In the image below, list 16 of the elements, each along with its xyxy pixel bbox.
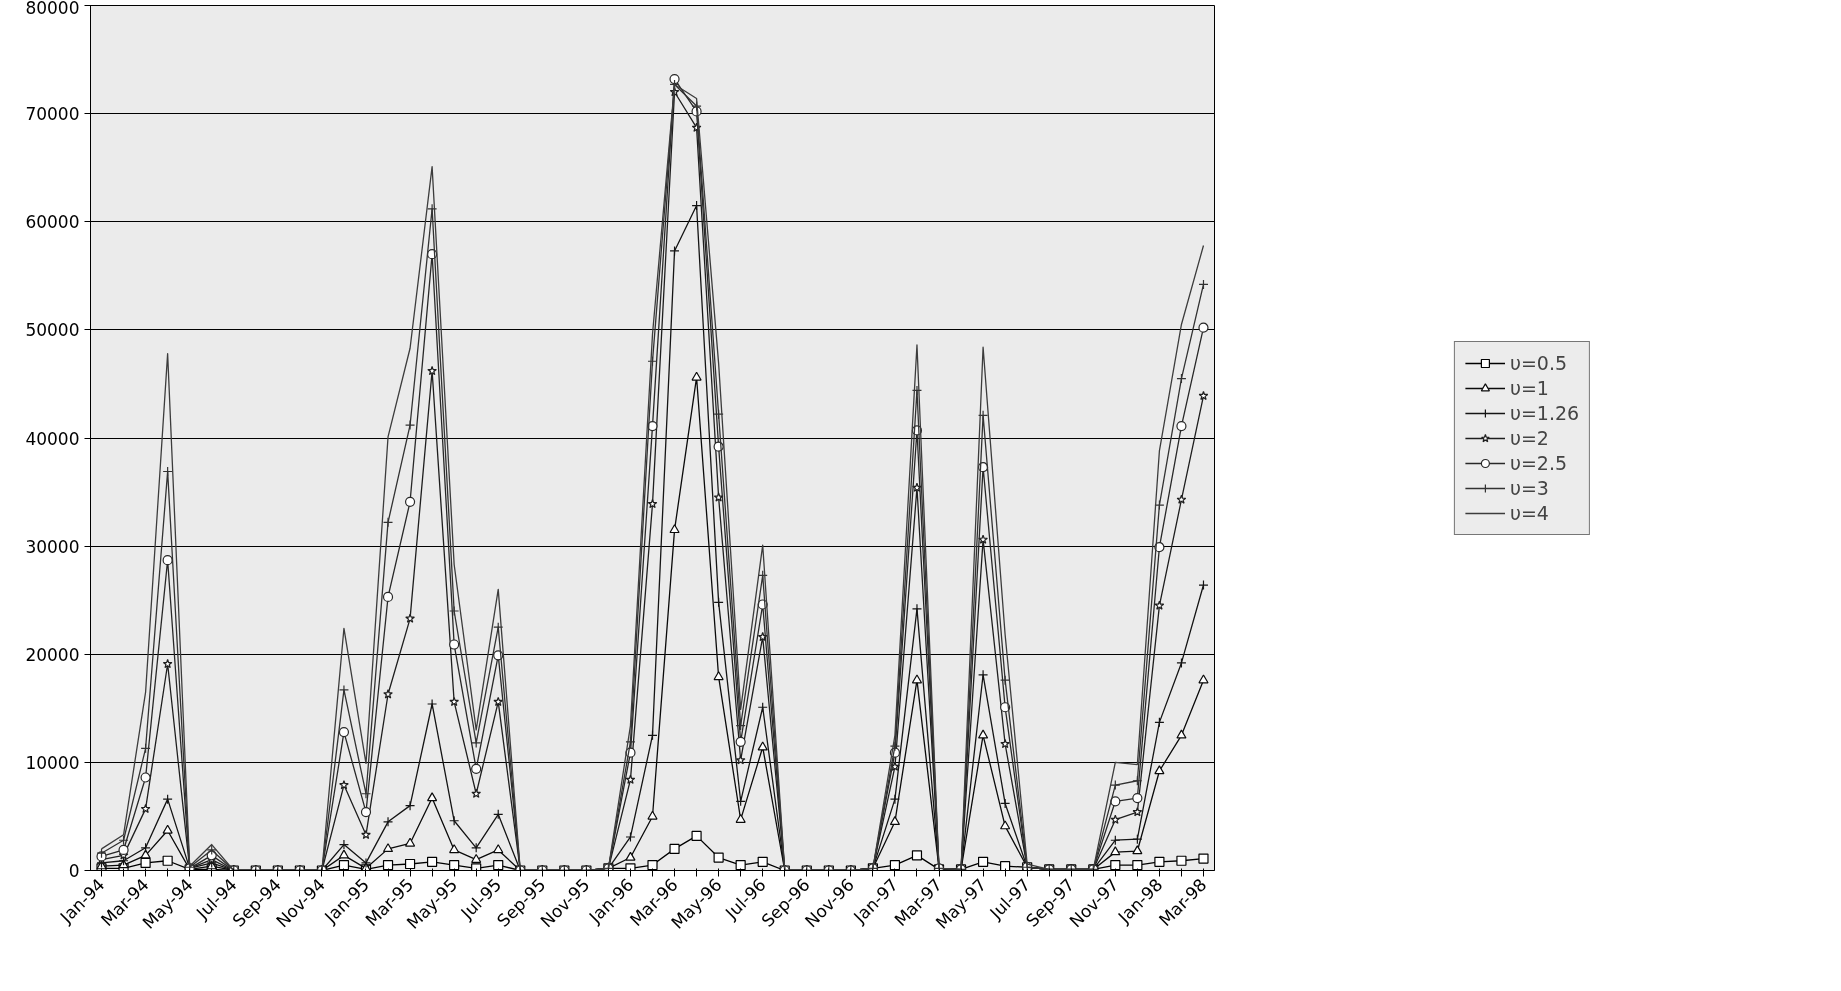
legend-label: υ=1: [1509, 376, 1549, 399]
legend-label: υ=2.5: [1509, 451, 1568, 474]
y-tick-label: 50000: [25, 320, 80, 341]
y-tick-label: 80000: [25, 0, 80, 18]
y-tick-label: 40000: [25, 428, 80, 449]
legend-label: υ=4: [1509, 501, 1549, 524]
legend-label: υ=1.26: [1509, 401, 1580, 424]
legend-label: υ=0.5: [1509, 351, 1568, 374]
legend-label: υ=3: [1509, 476, 1549, 499]
y-tick-label: 20000: [25, 644, 80, 665]
y-tick-label: 70000: [25, 104, 80, 125]
legend-label: υ=2: [1509, 426, 1549, 449]
y-tick-label: 0: [68, 861, 80, 881]
y-tick-label: 60000: [25, 212, 80, 233]
y-tick-label: 10000: [25, 752, 80, 773]
y-tick-label: 30000: [25, 536, 80, 557]
